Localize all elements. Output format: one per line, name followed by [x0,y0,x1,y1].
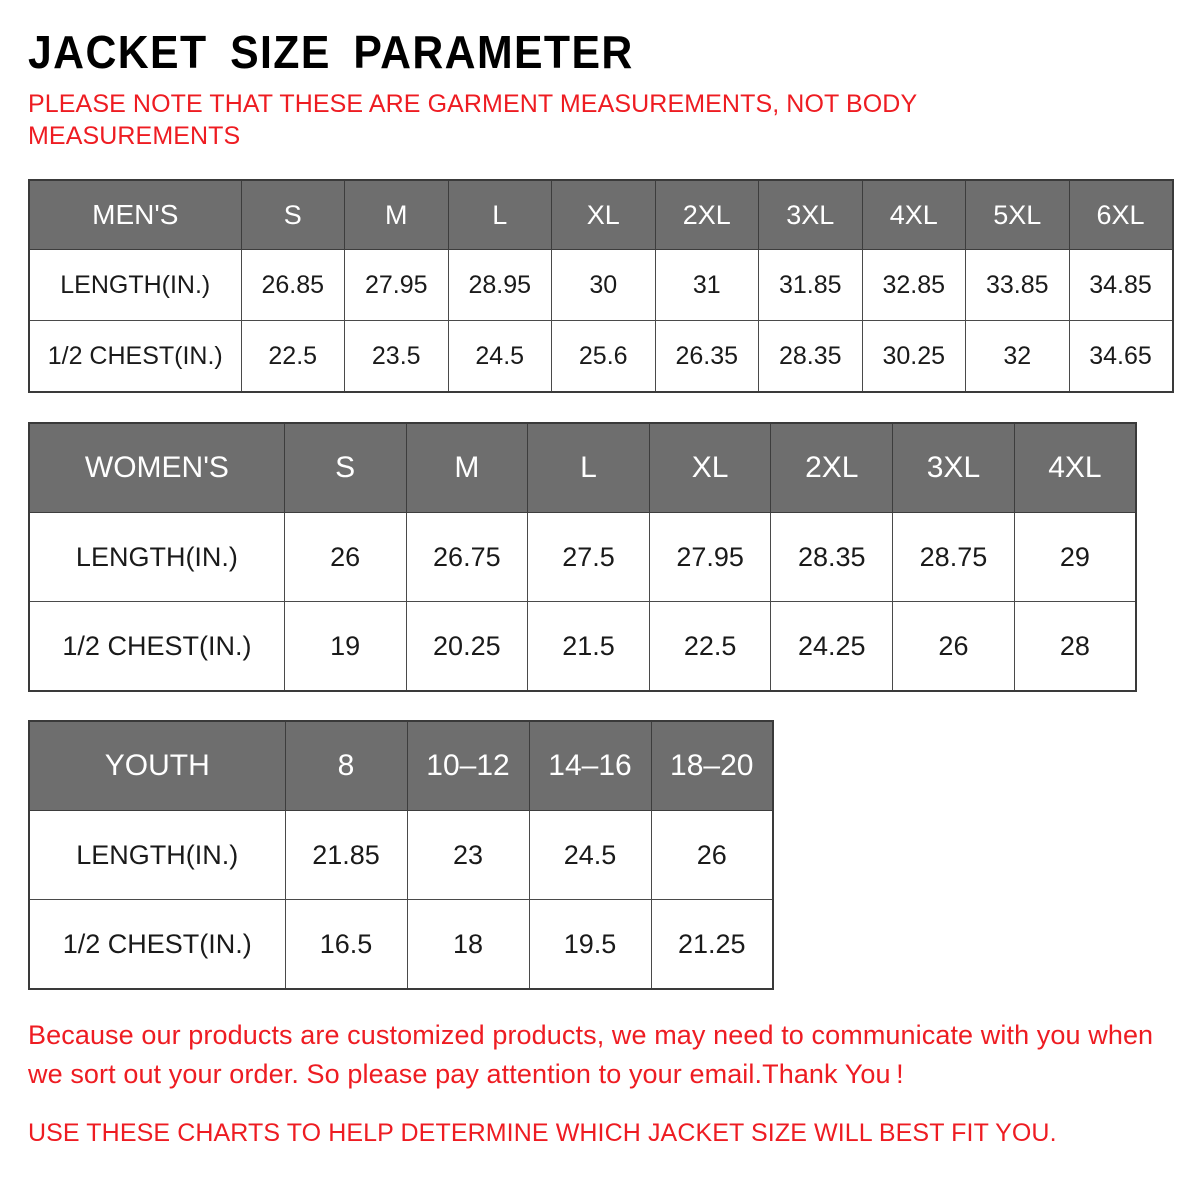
table-row: LENGTH(IN.) 26 26.75 27.5 27.95 28.35 28… [28,512,1137,603]
youth-length-8: 21.85 [284,810,408,901]
youth-row-label-length: LENGTH(IN.) [28,810,286,901]
womens-length-xl: 27.95 [648,512,772,603]
youth-chest-10-12: 18 [406,899,530,990]
womens-column-header-2xl: 2XL [770,422,894,514]
womens-length-l: 27.5 [527,512,650,603]
mens-column-header-m: M [344,179,449,251]
womens-row-label-chest: 1/2 CHEST(IN.) [28,601,285,692]
youth-size-table: YOUTH 8 10–12 14–16 18–20 LENGTH(IN.) 21… [28,720,774,991]
mens-column-header-s: S [240,179,345,251]
table-header-row: YOUTH 8 10–12 14–16 18–20 [28,720,774,812]
mens-column-header-l: L [447,179,552,251]
youth-corner-label: YOUTH [28,720,286,812]
mens-row-label-length: LENGTH(IN.) [28,249,242,322]
youth-chest-18-20: 21.25 [650,899,774,990]
womens-row-label-length: LENGTH(IN.) [28,512,285,603]
womens-length-m: 26.75 [405,512,529,603]
womens-column-header-3xl: 3XL [892,422,1015,514]
womens-column-header-s: S [283,422,407,514]
womens-chest-3xl: 26 [892,601,1015,692]
mens-length-3xl: 31.85 [758,249,863,322]
womens-table-header: WOMEN'S S M L XL 2XL 3XL 4XL [28,422,1137,514]
mens-column-header-6xl: 6XL [1068,179,1173,251]
page-title: JACKET SIZE PARAMETER [28,26,634,78]
mens-chest-5xl: 32 [965,320,1070,393]
mens-row-label-chest: 1/2 CHEST(IN.) [28,320,242,393]
mens-column-header-2xl: 2XL [654,179,759,251]
mens-length-4xl: 32.85 [861,249,966,322]
womens-corner-label: WOMEN'S [28,422,285,514]
chart-usage-notice: USE THESE CHARTS TO HELP DETERMINE WHICH… [28,1118,1057,1147]
womens-length-s: 26 [283,512,407,603]
table-header-row: MEN'S S M L XL 2XL 3XL 4XL 5XL 6XL [28,179,1173,251]
womens-column-header-l: L [527,422,650,514]
mens-length-m: 27.95 [344,249,449,322]
mens-length-5xl: 33.85 [965,249,1070,322]
mens-chest-xl: 25.6 [551,320,656,393]
mens-chest-m: 23.5 [344,320,449,393]
mens-table-header: MEN'S S M L XL 2XL 3XL 4XL 5XL 6XL [28,179,1173,251]
mens-chest-3xl: 28.35 [758,320,863,393]
mens-length-l: 28.95 [447,249,552,322]
table-row: 1/2 CHEST(IN.) 22.5 23.5 24.5 25.6 26.35… [28,320,1173,393]
mens-length-xl: 30 [551,249,656,322]
table-row: 1/2 CHEST(IN.) 16.5 18 19.5 21.25 [28,899,774,990]
womens-chest-4xl: 28 [1013,601,1137,692]
mens-chest-6xl: 34.65 [1068,320,1173,393]
womens-chest-xl: 22.5 [648,601,772,692]
mens-chest-2xl: 26.35 [654,320,759,393]
youth-length-18-20: 26 [650,810,774,901]
womens-column-header-m: M [405,422,529,514]
table-header-row: WOMEN'S S M L XL 2XL 3XL 4XL [28,422,1137,514]
mens-column-header-3xl: 3XL [758,179,863,251]
table-row: LENGTH(IN.) 26.85 27.95 28.95 30 31 31.8… [28,249,1173,322]
womens-length-3xl: 28.75 [892,512,1015,603]
youth-column-header-14-16: 14–16 [528,720,652,812]
womens-length-4xl: 29 [1013,512,1137,603]
womens-chest-m: 20.25 [405,601,529,692]
youth-row-label-chest: 1/2 CHEST(IN.) [28,899,286,990]
table-row: 1/2 CHEST(IN.) 19 20.25 21.5 22.5 24.25 … [28,601,1137,692]
youth-chest-14-16: 19.5 [528,899,652,990]
customization-notice: Because our products are customized prod… [28,1020,1154,1090]
youth-length-10-12: 23 [406,810,530,901]
mens-column-header-xl: XL [551,179,656,251]
garment-measurement-note: PLEASE NOTE THAT THESE ARE GARMENT MEASU… [28,90,917,151]
womens-table-body: LENGTH(IN.) 26 26.75 27.5 27.95 28.35 28… [28,512,1137,692]
mens-corner-label: MEN'S [28,179,242,251]
youth-length-14-16: 24.5 [528,810,652,901]
womens-chest-2xl: 24.25 [770,601,894,692]
womens-size-table: WOMEN'S S M L XL 2XL 3XL 4XL LENGTH(IN.)… [28,422,1137,693]
youth-column-header-10-12: 10–12 [406,720,530,812]
youth-column-header-18-20: 18–20 [650,720,774,812]
womens-chest-s: 19 [283,601,407,692]
womens-column-header-xl: XL [648,422,772,514]
youth-table-body: LENGTH(IN.) 21.85 23 24.5 26 1/2 CHEST(I… [28,810,774,990]
mens-chest-4xl: 30.25 [861,320,966,393]
youth-column-header-8: 8 [284,720,408,812]
mens-length-2xl: 31 [654,249,759,322]
mens-column-header-4xl: 4XL [861,179,966,251]
youth-chest-8: 16.5 [284,899,408,990]
youth-table-header: YOUTH 8 10–12 14–16 18–20 [28,720,774,812]
mens-column-header-5xl: 5XL [965,179,1070,251]
mens-chest-l: 24.5 [447,320,552,393]
womens-column-header-4xl: 4XL [1013,422,1137,514]
mens-length-s: 26.85 [240,249,345,322]
mens-size-table: MEN'S S M L XL 2XL 3XL 4XL 5XL 6XL LENGT… [28,179,1174,394]
womens-length-2xl: 28.35 [770,512,894,603]
mens-table-body: LENGTH(IN.) 26.85 27.95 28.95 30 31 31.8… [28,249,1173,393]
table-row: LENGTH(IN.) 21.85 23 24.5 26 [28,810,774,901]
womens-chest-l: 21.5 [527,601,650,692]
mens-chest-s: 22.5 [240,320,345,393]
mens-length-6xl: 34.85 [1068,249,1173,322]
